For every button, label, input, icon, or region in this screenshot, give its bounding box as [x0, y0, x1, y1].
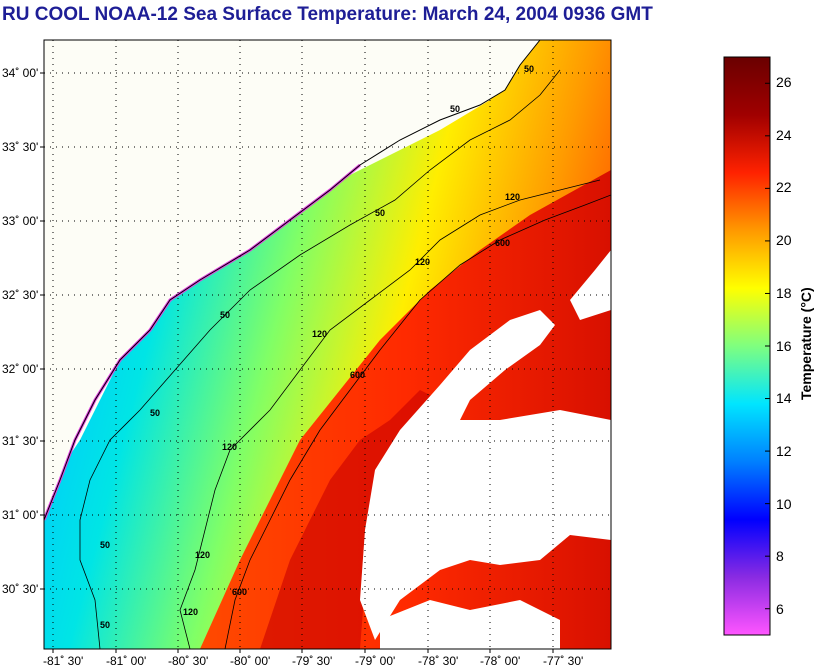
latitude-labels: 34˚ 00' 33˚ 30' 33˚ 00' 32˚ 30' 32˚ 00' … [2, 66, 38, 596]
contour-label-120: 120 [312, 329, 327, 339]
colorbar-tick-label: 16 [776, 338, 792, 354]
contour-label-50: 50 [450, 104, 460, 114]
contour-label-50: 50 [150, 408, 160, 418]
contour-label-120: 120 [183, 607, 198, 617]
contour-label-120: 120 [195, 550, 210, 560]
lat-label: 31˚ 00' [2, 508, 38, 522]
contour-labels: 50 50 50 50 50 50 50 120 120 120 120 120… [100, 64, 534, 630]
colorbar-tick-label: 22 [776, 179, 792, 195]
contour-label-50: 50 [220, 310, 230, 320]
lat-label: 33˚ 00' [2, 214, 38, 228]
colorbar-gradient [724, 57, 770, 635]
contour-label-50: 50 [524, 64, 534, 74]
graticule [40, 39, 612, 653]
colorbar-tick-label: 20 [776, 232, 792, 248]
lat-label: 31˚ 30' [2, 434, 38, 448]
lon-label: -79˚ 30' [292, 654, 332, 668]
colorbar-tick-label: 26 [776, 74, 792, 90]
colorbar-bands [724, 57, 770, 635]
contour-label-120: 120 [222, 442, 237, 452]
colorbar-tick-label: 8 [776, 548, 784, 564]
contour-50m [79, 69, 561, 649]
grid-lines [40, 40, 611, 653]
cloud-patch-right [570, 250, 611, 320]
contour-label-600: 600 [350, 370, 365, 380]
lon-label: -81˚ 00' [106, 654, 146, 668]
map-title: RU COOL NOAA-12 Sea Surface Temperature:… [2, 4, 653, 25]
map-frame [43, 39, 612, 650]
colorbar-tick-label: 10 [776, 496, 792, 512]
colorbar-tick-label: 18 [776, 285, 792, 301]
lon-label: -79˚ 00' [355, 654, 395, 668]
colorbar-tick-label: 12 [776, 443, 792, 459]
colorbar-tick-label: 24 [776, 127, 792, 143]
contour-label-600: 600 [495, 238, 510, 248]
land-mass [44, 40, 540, 520]
contour-label-120: 120 [415, 257, 430, 267]
lon-label: -81˚ 30' [43, 654, 83, 668]
cloud-patch-bottom [380, 600, 560, 649]
colorbar-frame [723, 56, 771, 636]
lon-label: -77˚ 30' [543, 654, 583, 668]
contour-label-120: 120 [505, 192, 520, 202]
map-plot-area [44, 40, 611, 649]
contour-label-600: 600 [232, 587, 247, 597]
lat-label: 32˚ 30' [2, 288, 38, 302]
contour-120m [179, 179, 601, 649]
lat-label: 30˚ 30' [2, 582, 38, 596]
colorbar-tick-label: 6 [776, 601, 784, 617]
contour-label-50: 50 [100, 620, 110, 630]
contour-label-50: 50 [100, 540, 110, 550]
contour-label-50: 50 [375, 208, 385, 218]
lat-label: 32˚ 00' [2, 362, 38, 376]
colorbar-tick-label: 14 [776, 390, 792, 406]
lon-label: -80˚ 00' [230, 654, 270, 668]
colorbar: 26 24 22 20 18 16 14 12 10 8 6 Temperatu… [723, 56, 814, 636]
lon-label: -78˚ 00' [480, 654, 520, 668]
lat-label: 34˚ 00' [2, 66, 38, 80]
lon-label: -80˚ 30' [168, 654, 208, 668]
longitude-labels: -81˚ 30' -81˚ 00' -80˚ 30' -80˚ 00' -79˚… [43, 654, 583, 668]
coastline [44, 40, 541, 521]
cloud-patch-large [360, 310, 611, 640]
lat-label: 33˚ 30' [2, 140, 38, 154]
lon-label: -78˚ 30' [418, 654, 458, 668]
colorbar-title: Temperature (°C) [798, 287, 814, 400]
